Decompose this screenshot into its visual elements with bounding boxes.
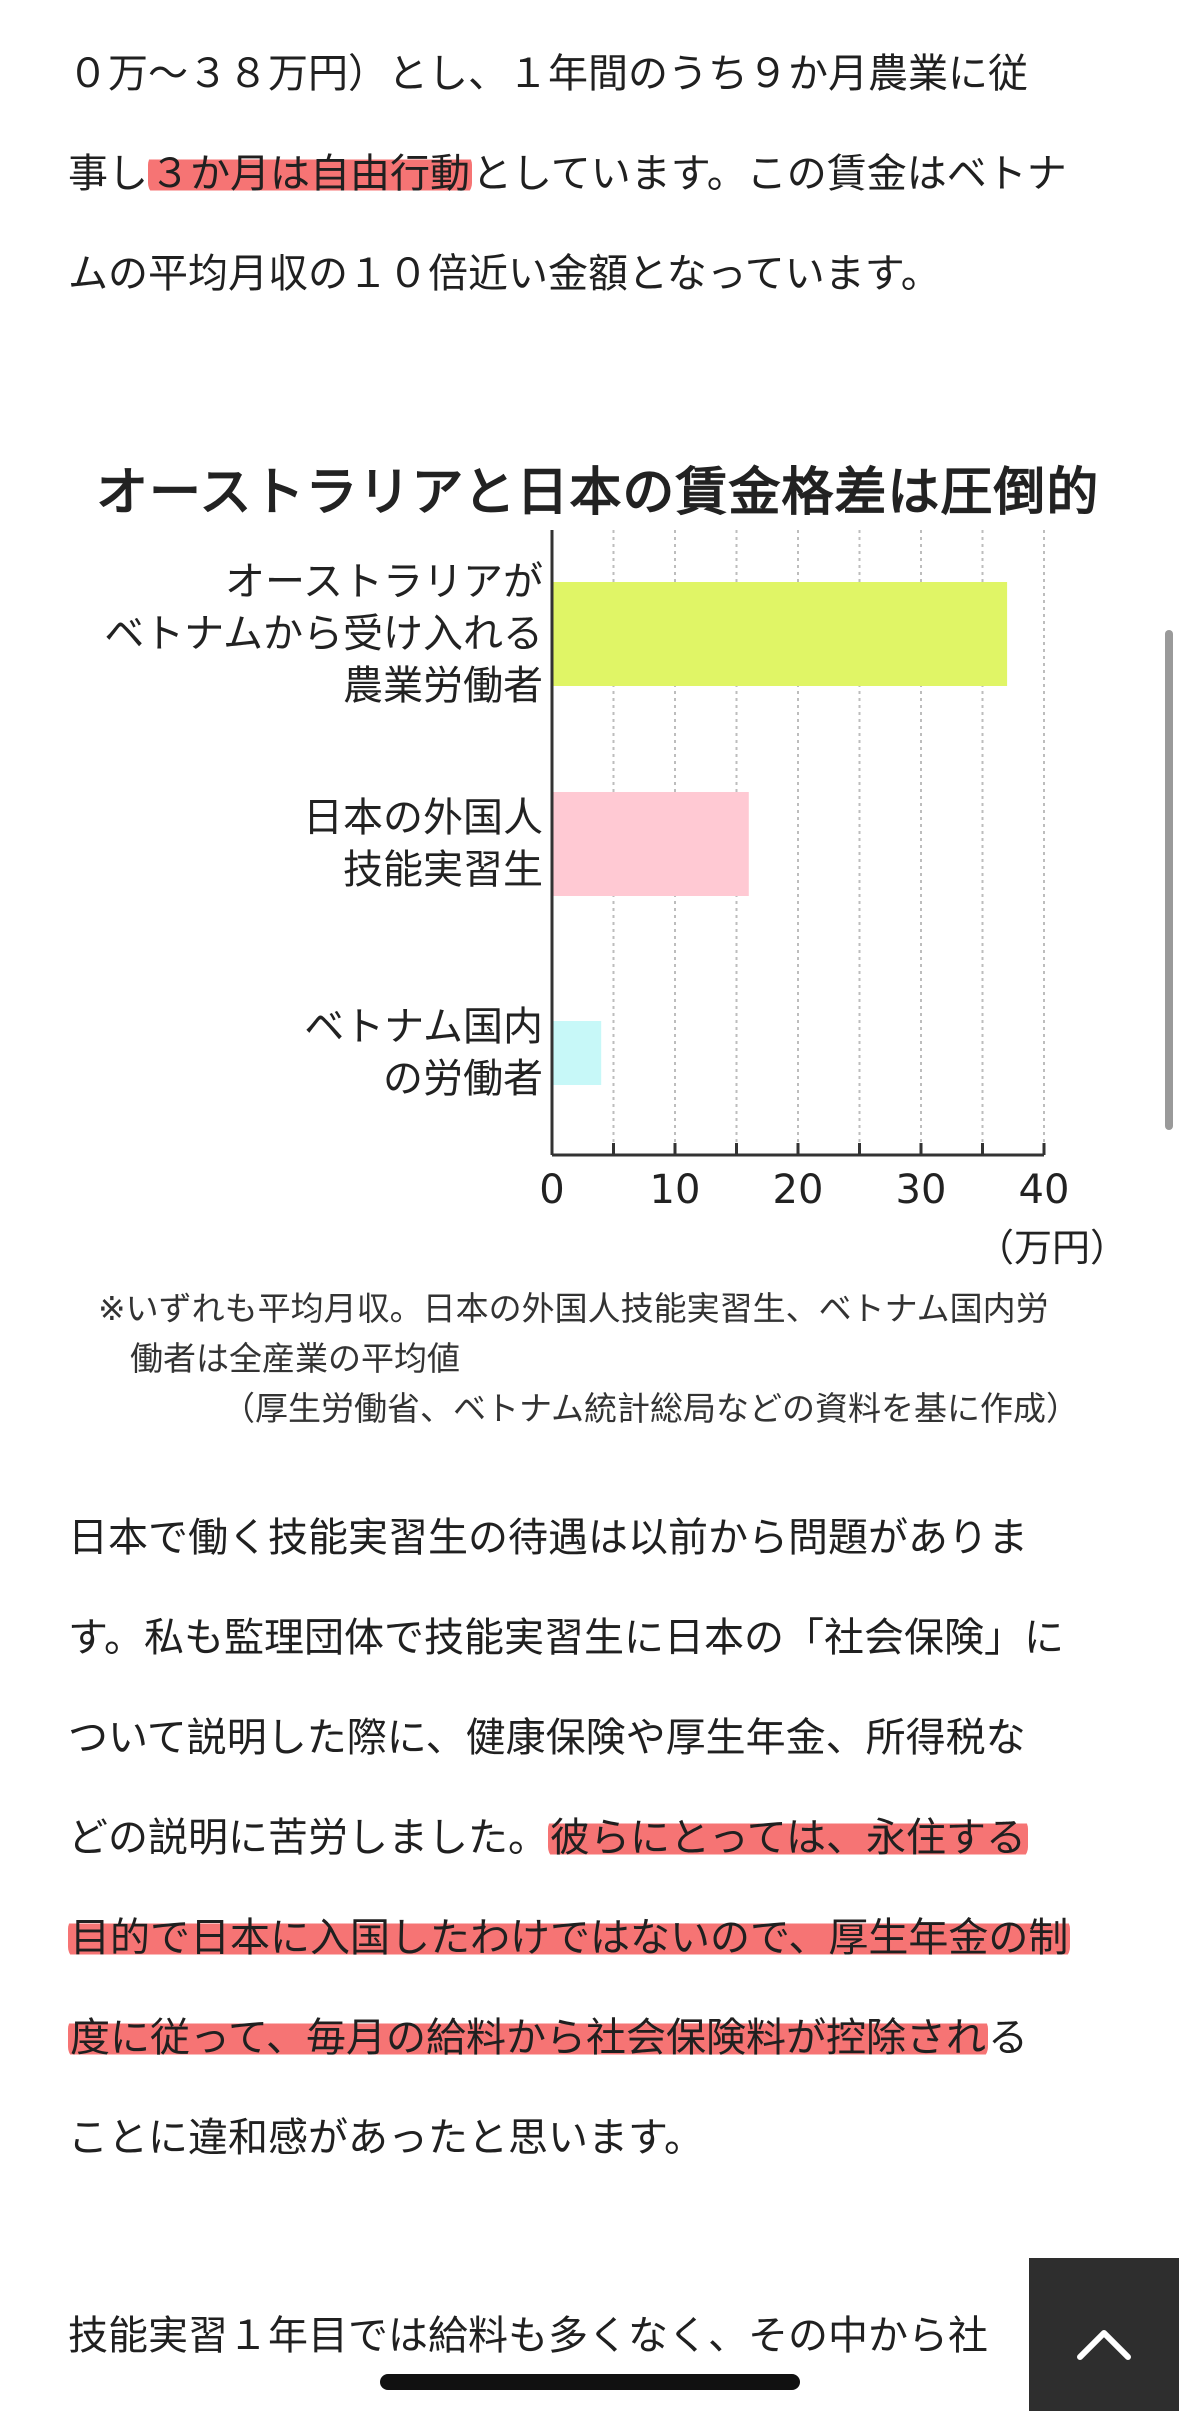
scrollbar[interactable] — [1165, 630, 1173, 1130]
highlighted-text: ３か月は自由行動 — [148, 151, 472, 197]
chart-source: （厚生労働省、ベトナム統計総局などの資料を基に作成） — [222, 1389, 1080, 1428]
text-segment: る — [988, 2015, 1028, 2061]
text-segment: ことに違和感があったと思います。 — [68, 2115, 704, 2161]
text-line: ことに違和感があったと思います。 — [68, 2108, 704, 2168]
category-label: の労働者 — [383, 1056, 543, 1102]
highlighted-text: 彼らにとっては、永住する — [548, 1815, 1028, 1861]
chart-note-1: ※いずれも平均月収。日本の外国人技能実習生、ベトナム国内労 — [98, 1289, 1049, 1328]
text-segment: 事し — [68, 151, 148, 197]
x-tick-label: 20 — [772, 1167, 824, 1213]
chart-unit-label: （万円） — [976, 1226, 1129, 1270]
x-tick-label: 0 — [539, 1167, 565, 1213]
text-line: ０万～３８万円）とし、１年間のうち９か月農業に従 — [68, 44, 1028, 104]
text-segment: ムの平均月収の１０倍近い金額となっています。 — [68, 251, 941, 297]
text-line: 日本で働く技能実習生の待遇は以前から問題がありま — [68, 1508, 1028, 1568]
bar — [552, 582, 1008, 686]
text-segment: す。私も監理団体で技能実習生に日本の「社会保険」に — [68, 1615, 1064, 1661]
text-segment: 技能実習１年目では給料も多くなく、その中から社 — [68, 2313, 988, 2359]
category-label: オーストラリアが — [225, 559, 543, 605]
text-line: 目的で日本に入国したわけではないので、厚生年金の制 — [68, 1908, 1071, 1968]
chart-title: オーストラリアと日本の賃金格差は圧倒的 — [96, 463, 1100, 523]
text-line: ついて説明した際に、健康保険や厚生年金、所得税な — [68, 1708, 1026, 1768]
text-segment: ついて説明した際に、健康保険や厚生年金、所得税な — [68, 1715, 1026, 1761]
category-label: ベトナム国内 — [304, 1004, 543, 1050]
category-label: ベトナムから受け入れる — [104, 611, 543, 657]
text-line: す。私も監理団体で技能実習生に日本の「社会保険」に — [68, 1608, 1064, 1668]
category-label: 農業労働者 — [343, 663, 543, 709]
text-segment: 日本で働く技能実習生の待遇は以前から問題がありま — [68, 1515, 1028, 1561]
text-line: 度に従って、毎月の給料から社会保険料が控除される — [68, 2008, 1028, 2068]
chevron-up-icon — [1077, 2330, 1131, 2360]
text-line: どの説明に苦労しました。彼らにとっては、永住する — [68, 1808, 1028, 1868]
category-label: 日本の外国人 — [303, 795, 543, 841]
text-segment: ０万～３８万円）とし、１年間のうち９か月農業に従 — [68, 51, 1028, 97]
bar — [552, 1021, 602, 1085]
bar-chart — [550, 530, 1046, 1157]
scroll-to-top-button[interactable] — [1029, 2258, 1179, 2411]
text-line: 事し３か月は自由行動としています。この賃金はベトナ — [68, 144, 1067, 204]
home-indicator[interactable] — [380, 2374, 800, 2390]
text-segment: どの説明に苦労しました。 — [68, 1815, 548, 1861]
text-line: ムの平均月収の１０倍近い金額となっています。 — [68, 244, 941, 304]
x-tick-label: 10 — [649, 1167, 701, 1213]
highlighted-text: 目的で日本に入国したわけではないので、厚生年金の制 — [68, 1915, 1071, 1961]
chart-note-2: 働者は全産業の平均値 — [130, 1339, 460, 1378]
bar — [552, 792, 749, 896]
text-segment: としています。この賃金はベトナ — [472, 151, 1067, 197]
highlighted-text: 度に従って、毎月の給料から社会保険料が控除され — [68, 2015, 988, 2061]
category-label: 技能実習生 — [343, 847, 543, 893]
x-tick-label: 30 — [895, 1167, 947, 1213]
x-tick-label: 40 — [1018, 1167, 1070, 1213]
text-line: 技能実習１年目では給料も多くなく、その中から社 — [68, 2306, 988, 2366]
